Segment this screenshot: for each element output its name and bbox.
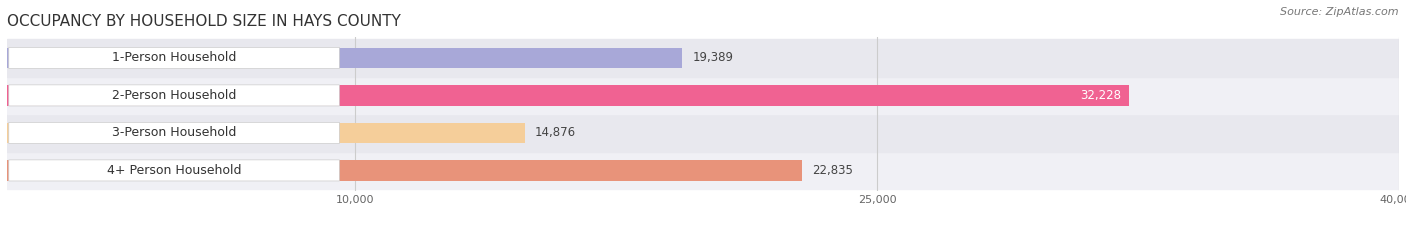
Text: 22,835: 22,835 [813, 164, 853, 177]
FancyBboxPatch shape [8, 47, 339, 69]
Bar [7, 39, 1399, 77]
Bar [7, 48, 682, 68]
Text: 14,876: 14,876 [536, 127, 576, 139]
Text: 19,389: 19,389 [692, 51, 733, 64]
Bar [7, 77, 1399, 114]
Bar [7, 160, 801, 181]
Text: OCCUPANCY BY HOUSEHOLD SIZE IN HAYS COUNTY: OCCUPANCY BY HOUSEHOLD SIZE IN HAYS COUN… [7, 14, 401, 29]
FancyBboxPatch shape [8, 122, 339, 144]
Text: Source: ZipAtlas.com: Source: ZipAtlas.com [1281, 7, 1399, 17]
Text: 4+ Person Household: 4+ Person Household [107, 164, 242, 177]
FancyBboxPatch shape [8, 85, 339, 106]
Text: 1-Person Household: 1-Person Household [112, 51, 236, 64]
Bar [7, 85, 1129, 106]
Text: 32,228: 32,228 [1081, 89, 1122, 102]
Bar [7, 152, 1399, 189]
Text: 2-Person Household: 2-Person Household [112, 89, 236, 102]
Bar [7, 123, 524, 143]
FancyBboxPatch shape [8, 160, 339, 181]
Text: 3-Person Household: 3-Person Household [112, 127, 236, 139]
Bar [7, 114, 1399, 152]
